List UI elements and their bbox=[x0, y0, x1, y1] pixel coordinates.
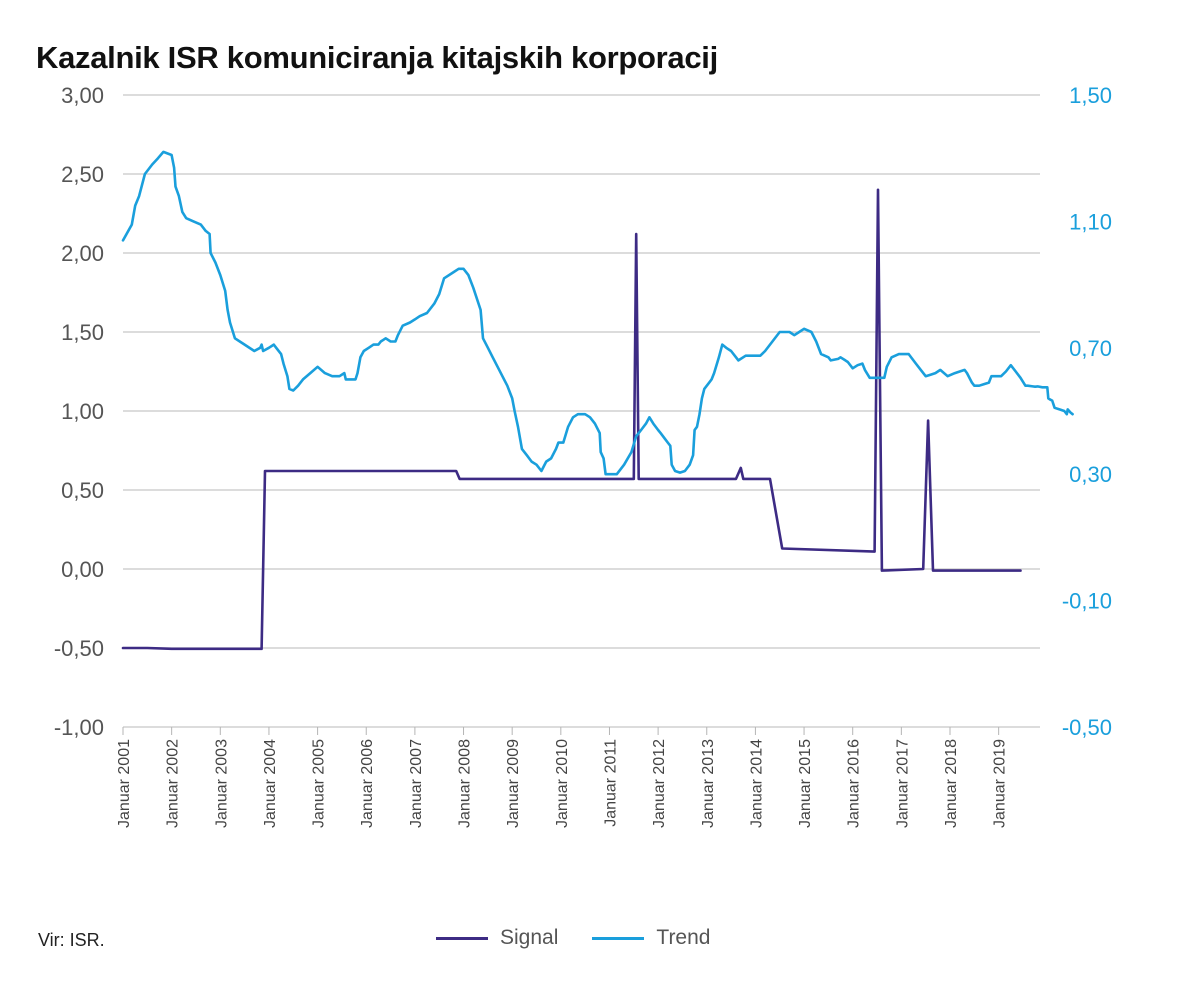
left-y-tick-label: 0,00 bbox=[61, 557, 104, 582]
x-tick-label: Januar 2018 bbox=[943, 739, 960, 828]
legend-swatch-trend bbox=[592, 936, 645, 940]
x-tick-label: Januar 2006 bbox=[359, 739, 376, 828]
right-y-tick-label: 1,10 bbox=[1069, 209, 1112, 234]
left-y-tick-label: 2,00 bbox=[61, 241, 104, 266]
x-tick-label: Januar 2013 bbox=[700, 739, 717, 828]
x-tick-label: Januar 2007 bbox=[408, 739, 425, 828]
x-tick-label: Januar 2010 bbox=[554, 739, 571, 828]
right-y-tick-label: -0,10 bbox=[1062, 589, 1112, 614]
x-tick-label: Januar 2019 bbox=[992, 739, 1009, 828]
x-tick-label: Januar 2002 bbox=[165, 739, 182, 828]
right-y-tick-label: 1,50 bbox=[1069, 83, 1112, 108]
source-note: Vir: ISR. bbox=[38, 930, 105, 950]
legend-label-trend: Trend bbox=[656, 926, 711, 949]
right-y-tick-label: 0,30 bbox=[1069, 462, 1112, 487]
x-tick-label: Januar 2015 bbox=[797, 739, 814, 828]
right-y-axis: 1,50 1,10 0,70 0,30 -0,10 -0,50 bbox=[1062, 83, 1112, 740]
legend: Signal Trend bbox=[436, 926, 744, 950]
x-tick-label: Januar 2003 bbox=[213, 739, 230, 828]
legend-item-signal: Signal bbox=[436, 926, 558, 950]
x-tick-label: Januar 2008 bbox=[457, 739, 474, 828]
left-y-tick-label: -1,00 bbox=[54, 715, 104, 740]
x-tick-label: Januar 2001 bbox=[116, 739, 133, 828]
series-line-signal bbox=[121, 188, 1022, 651]
left-y-tick-label: 1,50 bbox=[61, 320, 104, 345]
right-y-tick-label: 0,70 bbox=[1069, 336, 1112, 361]
left-y-tick-label: 2,50 bbox=[61, 162, 104, 187]
legend-label-signal: Signal bbox=[500, 926, 559, 949]
series-lines bbox=[121, 150, 1074, 651]
left-y-tick-label: -0,50 bbox=[54, 636, 104, 661]
x-tick-label: Januar 2012 bbox=[651, 739, 668, 828]
x-tick-label: Januar 2004 bbox=[262, 739, 279, 828]
right-y-tick-label: -0,50 bbox=[1062, 715, 1112, 740]
left-y-tick-label: 0,50 bbox=[61, 478, 104, 503]
left-y-tick-label: 3,00 bbox=[61, 83, 104, 108]
legend-item-trend: Trend bbox=[592, 926, 710, 950]
series-line-trend bbox=[121, 150, 1074, 476]
x-tick-label: Januar 2014 bbox=[748, 739, 765, 828]
x-tick-label: Januar 2005 bbox=[311, 739, 328, 828]
grid-lines bbox=[123, 94, 1040, 728]
x-axis: Januar 2001 Januar 2002 Januar 2003 Januar … bbox=[116, 727, 1009, 828]
left-y-tick-label: 1,00 bbox=[61, 399, 104, 424]
x-tick-label: Januar 2016 bbox=[846, 739, 863, 828]
x-tick-label: Januar 2011 bbox=[602, 739, 619, 827]
chart-title: Kazalnik ISR komuniciranja kitajskih kor… bbox=[36, 40, 718, 75]
x-tick-label: Januar 2009 bbox=[505, 739, 522, 828]
left-y-axis: 3,00 2,50 2,00 1,50 1,00 0,50 0,00 -0,50 -1,00 bbox=[54, 83, 104, 740]
legend-swatch-signal bbox=[436, 936, 488, 940]
x-tick-label: Januar 2017 bbox=[894, 739, 911, 828]
